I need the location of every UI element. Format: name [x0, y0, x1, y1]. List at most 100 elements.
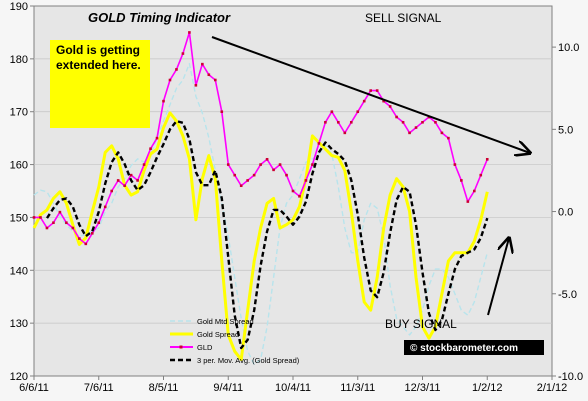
- gld-point: [84, 242, 88, 246]
- gld-point: [32, 216, 36, 219]
- gld-point: [356, 110, 360, 114]
- gld-point: [129, 173, 133, 177]
- gld-point: [123, 184, 126, 188]
- gld-point: [226, 163, 230, 166]
- legend-label: 3 per. Mov. Avg. (Gold Spread): [197, 356, 300, 365]
- gld-point: [440, 131, 444, 135]
- gld-point: [246, 179, 249, 182]
- gld-point: [162, 99, 165, 103]
- legend: Gold Mtd Spread Gold Spread GLD 3 per. Mov.…: [170, 317, 300, 365]
- gld-point: [453, 163, 457, 166]
- gld-point: [401, 120, 405, 124]
- gld-point: [201, 62, 204, 66]
- gld-point: [421, 120, 424, 124]
- gld-point: [97, 221, 101, 225]
- gld-point: [460, 179, 463, 182]
- left-tick-label: 170: [10, 107, 28, 119]
- series-gold-mtd-spread: [33, 62, 488, 366]
- gld-point: [45, 226, 49, 230]
- gld-point: [265, 157, 269, 161]
- right-tick-label: 0.0: [558, 207, 573, 219]
- gld-point: [52, 221, 55, 225]
- gld-point: [188, 31, 191, 34]
- series-group: [32, 31, 489, 366]
- left-tick-label: 180: [10, 54, 28, 66]
- gld-point: [362, 99, 366, 103]
- series-3-per-mov-avg-gold-spread: [45, 119, 489, 350]
- gld-point: [155, 136, 159, 140]
- gld-point: [168, 78, 172, 82]
- gld-point: [233, 173, 237, 177]
- x-tick-label: 11/3/11: [340, 382, 375, 394]
- legend-label: GLD: [197, 343, 213, 352]
- uptrend-arrow: [487, 238, 509, 316]
- left-tick-label: 160: [10, 160, 28, 172]
- right-tick-label: -10.0: [558, 371, 583, 383]
- gld-point: [298, 194, 301, 198]
- gld-point: [330, 110, 334, 114]
- gld-point: [278, 163, 282, 166]
- watermark-box: [404, 340, 544, 355]
- gld-point: [311, 163, 314, 166]
- gld-point: [395, 115, 398, 119]
- gld-point: [103, 205, 107, 209]
- gld-point: [65, 221, 68, 225]
- gld-point: [214, 78, 217, 82]
- legend-label: Gold Spread: [197, 330, 239, 339]
- gld-point: [39, 216, 42, 219]
- gld-point: [194, 83, 198, 87]
- legend-label: Gold Mtd Spread: [197, 317, 254, 326]
- gld-point: [259, 163, 262, 166]
- left-tick-label: 130: [10, 318, 28, 330]
- gld-point: [434, 120, 437, 124]
- left-tick-label: 120: [10, 371, 28, 383]
- x-tick-label: 7/6/11: [84, 382, 114, 394]
- x-tick-label: 1/2/12: [472, 382, 503, 394]
- left-tick-label: 150: [10, 212, 28, 224]
- x-tick-label: 6/6/11: [19, 382, 49, 394]
- right-tick-label: 5.0: [558, 124, 573, 136]
- gld-point: [375, 89, 379, 92]
- gld-point: [272, 168, 275, 172]
- sell-signal-label: SELL SIGNAL: [365, 11, 442, 25]
- legend-marker: [179, 345, 183, 349]
- gld-point: [349, 120, 353, 124]
- x-tick-label: 8/5/11: [149, 382, 179, 394]
- gld-point: [369, 89, 372, 92]
- x-tick-label: 10/4/11: [275, 382, 311, 394]
- gld-point: [136, 179, 139, 182]
- x-tick-label: 2/1/12: [537, 382, 568, 394]
- gld-point: [142, 163, 146, 166]
- gld-point: [479, 173, 483, 177]
- gld-point: [116, 179, 120, 182]
- note-box: [50, 40, 150, 128]
- chart-title: GOLD Timing Indicator: [88, 10, 231, 25]
- gld-point: [382, 99, 385, 103]
- gld-point: [175, 68, 178, 71]
- left-tick-label: 190: [10, 1, 28, 13]
- gld-point: [473, 189, 476, 193]
- gld-point: [447, 136, 450, 140]
- gld-point: [408, 131, 411, 135]
- right-tick-label: 10.0: [558, 42, 579, 54]
- x-tick-label: 9/4/11: [213, 382, 243, 394]
- gld-point: [324, 120, 327, 124]
- gld-point: [149, 147, 152, 151]
- gld-point: [485, 157, 489, 161]
- gld-point: [466, 200, 470, 203]
- gld-point: [291, 189, 295, 193]
- watermark-text: © stockbarometer.com: [410, 343, 518, 354]
- buy-signal-label: BUY SIGNAL: [385, 317, 457, 331]
- series-gold-spread: [32, 111, 489, 362]
- gld-point: [220, 110, 224, 114]
- gld-point: [239, 184, 243, 188]
- gld-point: [71, 226, 75, 230]
- gld-point: [337, 120, 340, 124]
- gld-point: [78, 237, 81, 240]
- downtrend-arrow: [211, 36, 530, 153]
- left-tick-label: 140: [10, 265, 28, 277]
- note-text: Gold is getting extended here.: [56, 43, 143, 72]
- gld-point: [252, 173, 256, 177]
